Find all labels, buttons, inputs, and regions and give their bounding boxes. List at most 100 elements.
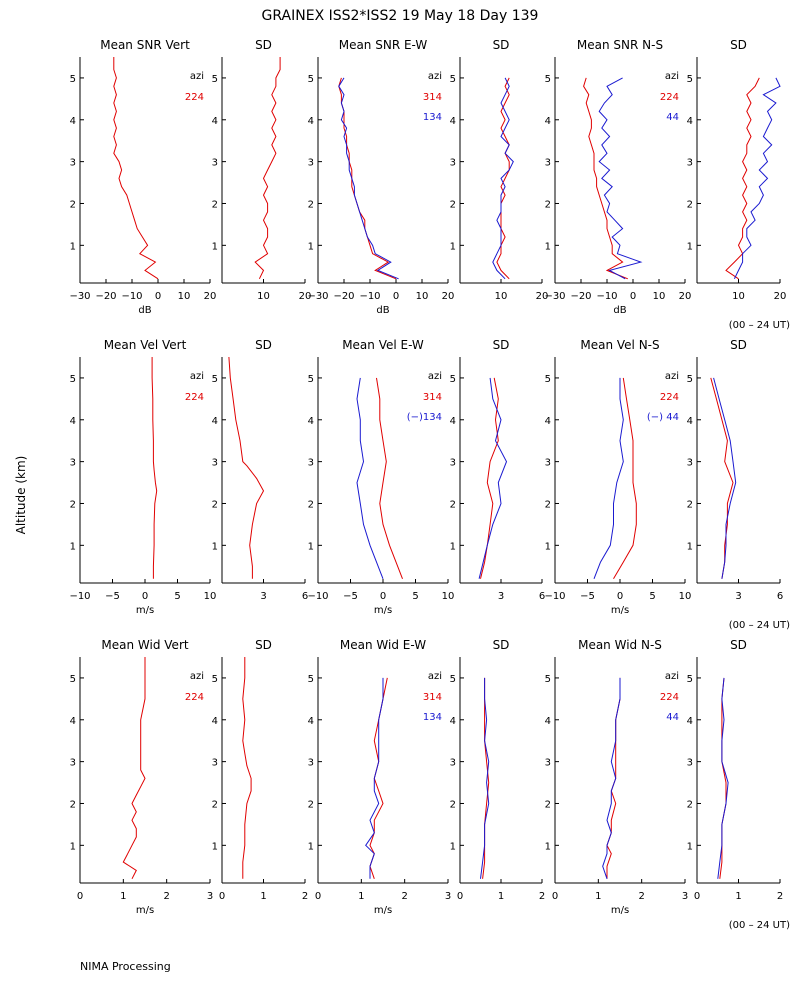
legend-entry: 224 (660, 392, 679, 403)
legend-entry: 224 (185, 692, 204, 703)
legend-header: azi (665, 671, 679, 682)
y-tick-label: 4 (212, 116, 218, 127)
legend-entry: 224 (185, 392, 204, 403)
x-axis-label: m/s (136, 605, 154, 616)
x-tick-label: 10 (679, 591, 692, 602)
y-tick-label: 3 (450, 158, 456, 169)
y-tick-label: 3 (687, 458, 693, 469)
panel-title: Mean SNR Vert (100, 38, 190, 52)
x-tick-label: 5 (649, 591, 655, 602)
panel-vel-1: Mean Vel Vert 1 2 3 4 5 −10 −5 0 5 10 m/s azi 224 (69, 338, 216, 616)
x-tick-label: 2 (539, 891, 545, 902)
y-tick-label: 5 (450, 674, 456, 685)
x-tick-label: 10 (257, 291, 270, 302)
y-tick-label: 1 (70, 541, 76, 552)
x-tick-label: 2 (638, 891, 644, 902)
legend: azi 314 (−)134 (407, 371, 442, 423)
series-line-44 (598, 77, 643, 280)
x-tick-label: 2 (777, 891, 783, 902)
x-tick-label: 0 (380, 591, 386, 602)
series-line-224 (725, 77, 760, 280)
x-tick-label: 3 (260, 591, 266, 602)
y-tick-label: 1 (545, 541, 551, 552)
x-tick-label: 1 (735, 891, 741, 902)
legend-entry: 44 (666, 712, 679, 723)
y-tick-label: 4 (308, 416, 314, 427)
series-line-134 (356, 377, 384, 579)
x-tick-label: 10 (495, 291, 508, 302)
legend-header: azi (190, 671, 204, 682)
x-axis-label: m/s (374, 605, 392, 616)
x-tick-label: 20 (299, 291, 312, 302)
y-tick-label: 4 (450, 416, 456, 427)
x-tick-label: −10 (596, 291, 617, 302)
y-tick-label: 2 (308, 799, 314, 810)
y-tick-label: 1 (308, 241, 314, 252)
series-line-224 (710, 377, 734, 579)
y-tick-label: 4 (212, 716, 218, 727)
legend: azi 314 134 (423, 71, 442, 123)
x-axis-label: m/s (136, 905, 154, 916)
x-tick-label: −5 (580, 591, 595, 602)
panel-title: Mean Wid E-W (340, 638, 426, 652)
y-tick-label: 5 (687, 674, 693, 685)
series-line-44 (593, 377, 624, 579)
y-tick-label: 3 (450, 458, 456, 469)
x-tick-label: 2 (401, 891, 407, 902)
x-tick-label: 0 (77, 891, 83, 902)
x-tick-label: 20 (536, 291, 549, 302)
x-tick-label: −30 (69, 291, 90, 302)
panel-title: SD (730, 338, 747, 352)
legend: azi 314 134 (423, 671, 442, 723)
panel-title: SD (255, 638, 272, 652)
y-tick-label: 1 (450, 541, 456, 552)
x-tick-label: 0 (694, 891, 700, 902)
series-line-224 (228, 356, 265, 579)
x-tick-label: 0 (219, 891, 225, 902)
panel-vel-2: SD 1 2 3 4 5 3 6 (212, 338, 309, 602)
x-tick-label: 10 (178, 291, 191, 302)
panel-title: SD (493, 638, 510, 652)
y-tick-label: 4 (308, 716, 314, 727)
x-tick-label: −30 (544, 291, 565, 302)
ut-range-note: (00 – 24 UT) (729, 320, 790, 331)
footer-note: NIMA Processing (80, 960, 171, 973)
y-tick-label: 5 (70, 674, 76, 685)
x-tick-label: 0 (315, 891, 321, 902)
y-tick-label: 1 (450, 241, 456, 252)
panel-wid-4: SD 1 2 3 4 5 0 1 2 (450, 638, 546, 902)
y-tick-label: 1 (687, 841, 693, 852)
panel-wid-1: Mean Wid Vert 1 2 3 4 5 0 1 2 3 m/s azi 224 (70, 638, 214, 916)
x-tick-label: −30 (307, 291, 328, 302)
panel-snr-2: SD 1 2 3 4 5 10 20 (212, 38, 312, 302)
panel-wid-6: SD 1 2 3 4 5 0 1 2 (687, 638, 784, 902)
series-line-224 (242, 657, 252, 879)
legend-header: azi (428, 71, 442, 82)
legend-entry: (−) 44 (647, 412, 679, 423)
y-tick-label: 3 (70, 458, 76, 469)
y-tick-label: 4 (545, 416, 551, 427)
x-tick-label: 3 (735, 591, 741, 602)
legend-entry: 134 (423, 712, 442, 723)
x-tick-label: 0 (155, 291, 161, 302)
legend-entry: 314 (423, 392, 442, 403)
y-tick-label: 5 (308, 374, 314, 385)
panel-title: SD (255, 38, 272, 52)
y-tick-label: 1 (70, 241, 76, 252)
panel-title: Mean Vel E-W (342, 338, 424, 352)
legend: azi 224 44 (660, 71, 679, 123)
y-tick-label: 1 (450, 841, 456, 852)
x-tick-label: 1 (498, 891, 504, 902)
figure-title: GRAINEX ISS2*ISS2 19 May 18 Day 139 (262, 8, 539, 24)
y-tick-label: 4 (70, 416, 76, 427)
x-tick-label: −10 (544, 591, 565, 602)
ut-range-note: (00 – 24 UT) (729, 620, 790, 631)
legend: azi 224 (185, 371, 204, 403)
y-tick-label: 1 (70, 841, 76, 852)
legend: azi 224 (−) 44 (647, 371, 679, 423)
panel-title: SD (730, 638, 747, 652)
legend-header: azi (190, 371, 204, 382)
y-tick-label: 1 (308, 841, 314, 852)
y-tick-label: 2 (687, 799, 693, 810)
